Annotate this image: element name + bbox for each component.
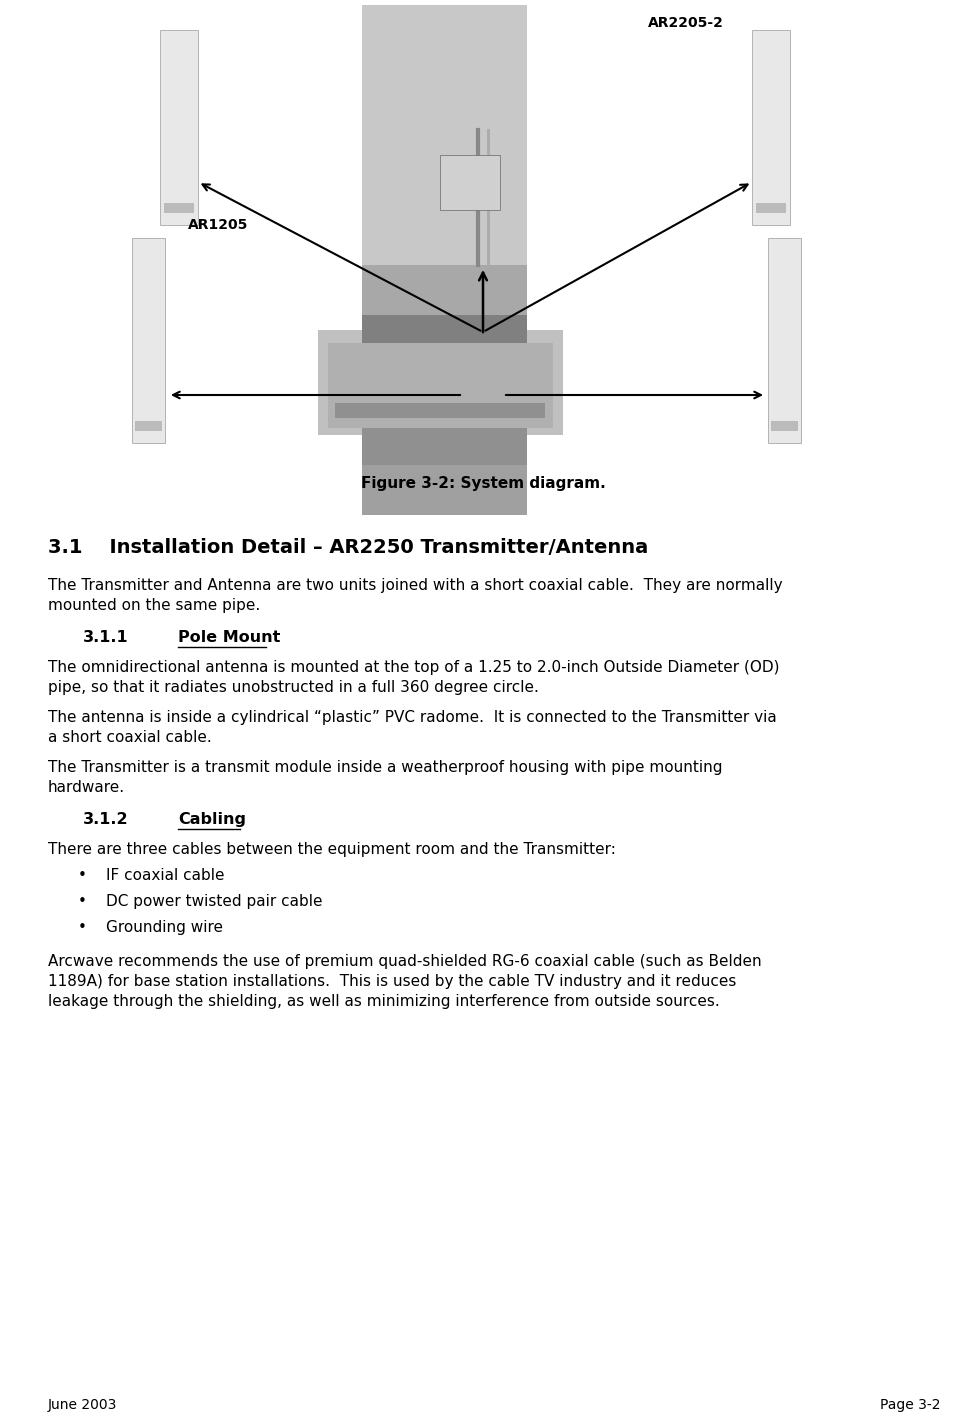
Text: leakage through the shielding, as well as minimizing interference from outside s: leakage through the shielding, as well a…	[48, 995, 720, 1009]
Bar	[132, 237, 165, 443]
Bar	[768, 237, 801, 443]
Text: mounted on the same pipe.: mounted on the same pipe.	[48, 598, 260, 612]
Text: IF coaxial cable: IF coaxial cable	[106, 868, 224, 882]
Text: June 2003: June 2003	[48, 1398, 118, 1412]
Text: Figure 3-2: System diagram.: Figure 3-2: System diagram.	[360, 476, 606, 492]
Text: The omnidirectional antenna is mounted at the top of a 1.25 to 2.0-inch Outside : The omnidirectional antenna is mounted a…	[48, 659, 780, 675]
Bar	[752, 30, 790, 225]
Text: •: •	[78, 894, 87, 909]
Bar	[160, 30, 198, 225]
Text: DC power twisted pair cable: DC power twisted pair cable	[106, 894, 323, 909]
Bar	[335, 404, 545, 418]
Bar	[362, 465, 527, 514]
Text: Arcwave recommends the use of premium quad-shielded RG-6 coaxial cable (such as : Arcwave recommends the use of premium qu…	[48, 953, 761, 969]
Bar	[362, 315, 527, 365]
Text: •: •	[78, 868, 87, 882]
Bar	[440, 155, 500, 210]
Text: Grounding wire: Grounding wire	[106, 919, 223, 935]
Text: 3.1.2: 3.1.2	[83, 811, 128, 827]
Text: Pole Mount: Pole Mount	[178, 630, 280, 645]
Text: Page 3-2: Page 3-2	[879, 1398, 940, 1412]
Text: 1189A) for base station installations.  This is used by the cable TV industry an: 1189A) for base station installations. T…	[48, 973, 736, 989]
Text: 3.1    Installation Detail – AR2250 Transmitter/Antenna: 3.1 Installation Detail – AR2250 Transmi…	[48, 539, 648, 557]
Bar	[362, 365, 527, 415]
Text: Cabling: Cabling	[178, 811, 246, 827]
Text: •: •	[78, 919, 87, 935]
Bar	[362, 6, 527, 264]
Bar	[362, 415, 527, 465]
Bar	[755, 203, 786, 213]
Text: 3.1.1: 3.1.1	[83, 630, 128, 645]
Bar	[318, 330, 563, 435]
Text: The antenna is inside a cylindrical “plastic” PVC radome.  It is connected to th: The antenna is inside a cylindrical “pla…	[48, 710, 777, 725]
Text: The Transmitter and Antenna are two units joined with a short coaxial cable.  Th: The Transmitter and Antenna are two unit…	[48, 578, 782, 593]
Bar	[164, 203, 194, 213]
Text: AR1205: AR1205	[188, 217, 248, 232]
Bar	[328, 342, 553, 428]
Bar	[135, 421, 161, 431]
Text: hardware.: hardware.	[48, 780, 126, 794]
Text: a short coaxial cable.: a short coaxial cable.	[48, 730, 212, 745]
Text: pipe, so that it radiates unobstructed in a full 360 degree circle.: pipe, so that it radiates unobstructed i…	[48, 681, 539, 695]
Text: The Transmitter is a transmit module inside a weatherproof housing with pipe mou: The Transmitter is a transmit module ins…	[48, 760, 723, 774]
Text: There are three cables between the equipment room and the Transmitter:: There are three cables between the equip…	[48, 843, 616, 857]
Bar	[771, 421, 798, 431]
Bar	[362, 264, 527, 315]
Text: AR2205-2: AR2205-2	[648, 16, 724, 30]
